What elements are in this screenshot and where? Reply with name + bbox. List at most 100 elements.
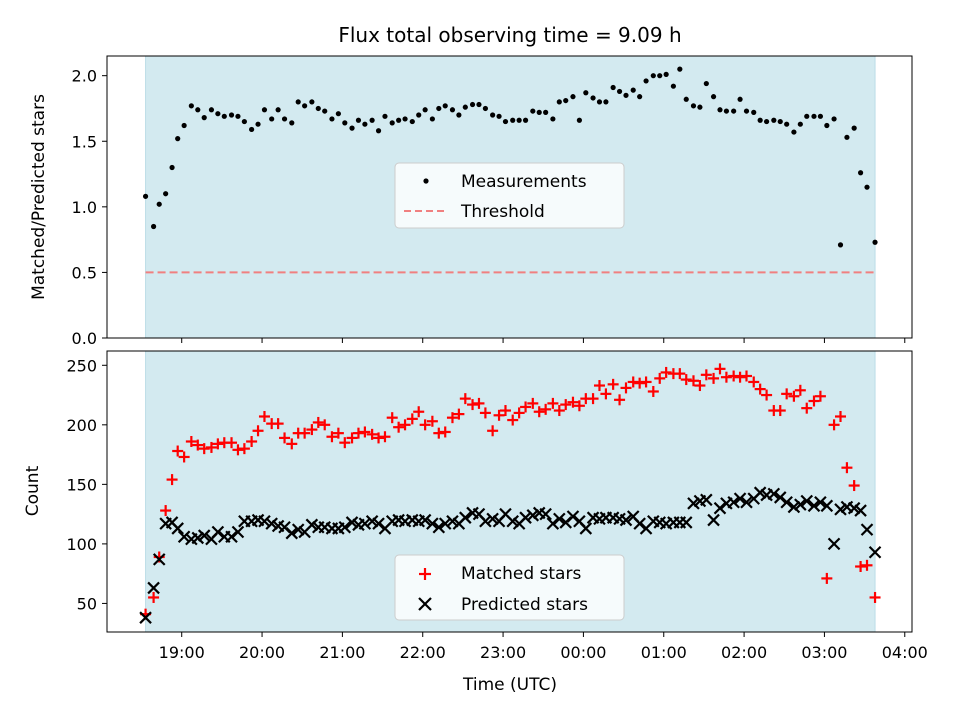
predicted-star-point xyxy=(566,510,580,523)
matched-star-point xyxy=(741,370,753,382)
predicted-stars-points xyxy=(139,486,882,624)
predicted-star-point xyxy=(152,553,166,566)
x-tick-label: 21:00 xyxy=(319,643,365,662)
measurement-point xyxy=(637,94,643,100)
matched-star-point xyxy=(647,385,659,397)
predicted-star-mark-b xyxy=(338,520,352,534)
matched-star-point xyxy=(346,432,358,444)
predicted-star-point xyxy=(438,517,452,530)
measurement-point xyxy=(844,134,850,140)
predicted-star-mark-b xyxy=(619,513,633,527)
predicted-star-point xyxy=(177,530,191,544)
measurement-point xyxy=(396,117,402,123)
matched-star-point xyxy=(540,403,552,415)
predicted-star-mark-b xyxy=(165,516,179,529)
measurement-point xyxy=(791,129,797,135)
predicted-star-mark-b xyxy=(345,516,359,529)
measurement-point xyxy=(723,108,730,114)
predicted-star-mark-b xyxy=(847,501,861,515)
matched-star-point xyxy=(620,382,632,394)
predicted-star-mark-b xyxy=(285,526,299,540)
x-axis-label: Time (UTC) xyxy=(462,675,557,695)
measurement-point xyxy=(864,184,870,190)
matched-star-point xyxy=(627,376,639,388)
matched-star-point xyxy=(654,372,666,384)
matched-star-point xyxy=(279,432,291,444)
predicted-star-point xyxy=(579,522,593,535)
measurement-point xyxy=(462,104,468,110)
predicted-star-mark-b xyxy=(868,545,882,559)
predicted-star-point xyxy=(197,529,211,542)
matched-star-point xyxy=(808,395,820,407)
predicted-star-point xyxy=(633,517,646,530)
matched-star-point xyxy=(694,380,706,392)
matched-star-point xyxy=(748,376,760,388)
measurement-point xyxy=(436,105,442,112)
predicted-star-mark-b xyxy=(506,514,519,528)
matched-star-point xyxy=(446,412,458,424)
y-tick-label: 250 xyxy=(66,356,97,375)
y-tick-label: 1.0 xyxy=(72,198,97,217)
measurement-point xyxy=(556,99,562,105)
y-tick-label: 1.5 xyxy=(72,132,97,151)
predicted-star-mark-b xyxy=(626,510,640,523)
predicted-star-mark-b xyxy=(459,511,472,524)
predicted-star-mark-b xyxy=(553,512,566,526)
matched-star-point xyxy=(205,441,217,453)
predicted-star-point xyxy=(546,517,560,530)
matched-stars-points xyxy=(140,363,881,620)
matched-star-point xyxy=(312,416,324,428)
measurement-point xyxy=(510,117,516,123)
matched-star-point xyxy=(680,374,692,386)
measurement-point xyxy=(797,121,803,127)
matched-star-point xyxy=(593,380,605,392)
predicted-star-point xyxy=(733,492,747,505)
matched-star-point xyxy=(587,393,599,405)
measurement-point xyxy=(208,107,215,113)
predicted-star-point xyxy=(258,514,271,528)
predicted-star-point xyxy=(854,504,867,517)
predicted-star-mark-b xyxy=(372,517,385,530)
matched-star-point xyxy=(419,419,431,431)
predicted-star-point xyxy=(820,499,834,513)
measurement-point xyxy=(763,118,770,125)
predicted-star-mark-b xyxy=(358,517,372,530)
matched-star-point xyxy=(560,399,572,411)
predicted-star-point xyxy=(807,499,821,513)
measurement-point xyxy=(670,83,676,89)
predicted-star-point xyxy=(459,511,472,524)
matched-star-point xyxy=(232,444,244,456)
measurement-point xyxy=(570,94,576,100)
predicted-star-mark-b xyxy=(700,493,713,507)
x-tick-label: 03:00 xyxy=(801,643,847,662)
predicted-star-mark-b xyxy=(479,514,492,528)
matched-star-point xyxy=(212,438,224,450)
predicted-star-mark-b xyxy=(814,495,827,509)
predicted-star-point xyxy=(171,522,184,535)
predicted-star-mark-b xyxy=(392,513,405,527)
predicted-star-mark-b xyxy=(291,523,305,536)
matched-star-point xyxy=(861,559,873,571)
predicted-star-point xyxy=(707,513,720,527)
predicted-star-mark-b xyxy=(780,495,793,509)
measurement-point xyxy=(703,80,709,87)
x-tick-label: 20:00 xyxy=(239,643,285,662)
matched-star-point xyxy=(326,431,338,443)
predicted-star-mark-b xyxy=(265,517,278,530)
predicted-star-mark-b xyxy=(679,516,693,529)
matched-star-point xyxy=(734,371,746,383)
matched-star-point xyxy=(841,462,853,474)
predicted-star-mark-b xyxy=(271,519,285,533)
predicted-star-mark-b xyxy=(740,495,753,509)
predicted-star-point xyxy=(868,545,882,559)
measurement-point xyxy=(241,118,247,125)
matched-star-point xyxy=(781,388,793,400)
measurement-point xyxy=(623,92,629,98)
matched-star-point xyxy=(198,443,210,455)
matched-star-point xyxy=(720,371,732,383)
matched-star-point xyxy=(754,383,766,395)
matched-star-point xyxy=(708,372,720,384)
predicted-star-point xyxy=(713,501,727,515)
measurement-point xyxy=(150,223,157,230)
matched-star-point xyxy=(453,408,465,420)
